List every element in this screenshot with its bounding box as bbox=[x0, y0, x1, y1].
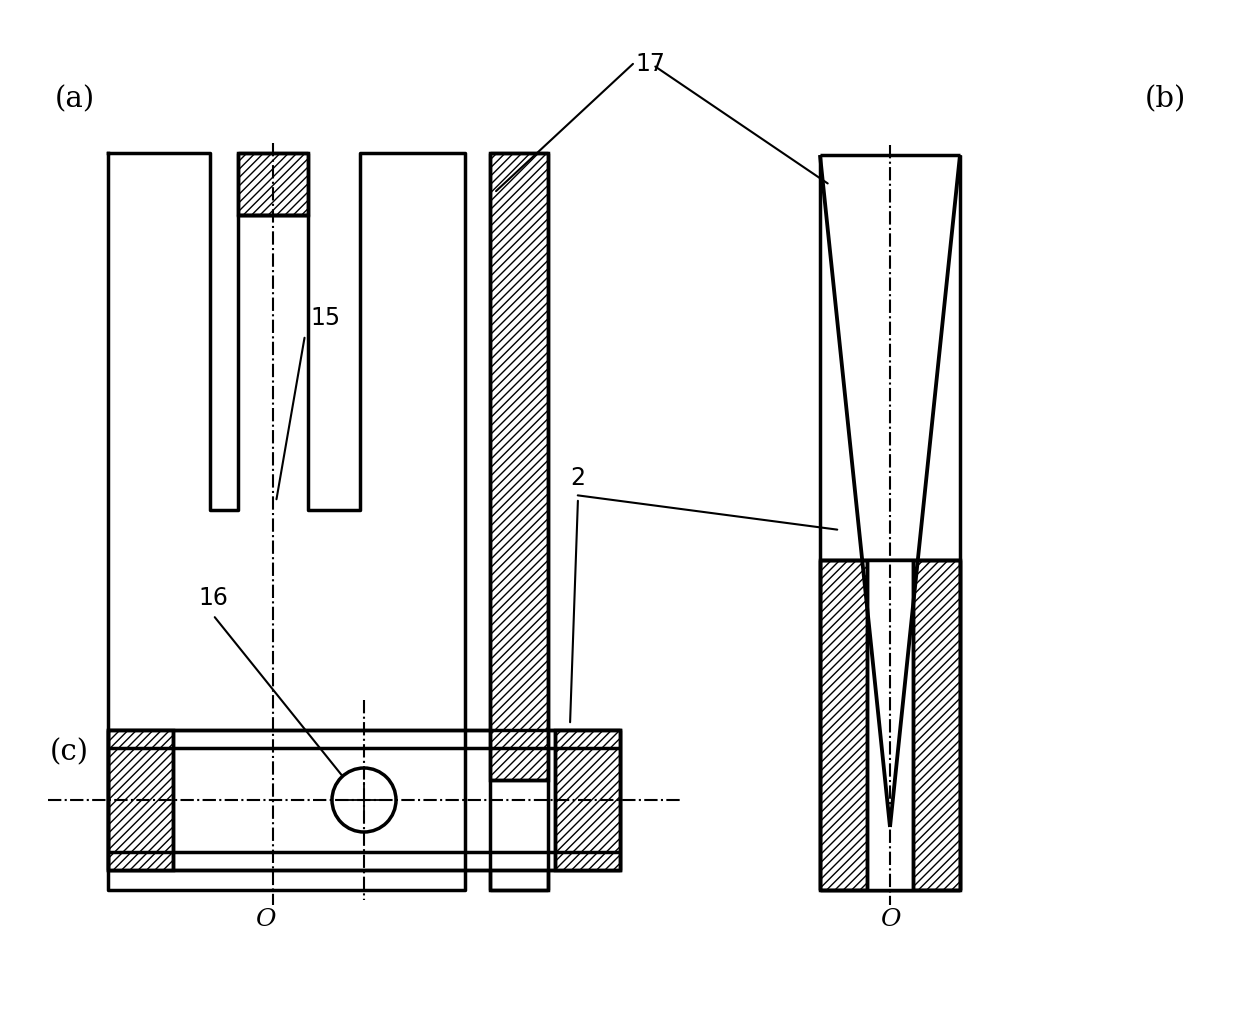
Bar bbox=[556, 730, 620, 870]
Bar bbox=[490, 153, 548, 780]
Bar bbox=[238, 153, 308, 215]
Text: (a): (a) bbox=[55, 85, 95, 113]
Text: 2: 2 bbox=[570, 466, 585, 490]
Text: (c): (c) bbox=[50, 738, 89, 766]
Bar bbox=[490, 780, 548, 890]
Text: O: O bbox=[254, 908, 275, 931]
Bar bbox=[108, 730, 174, 870]
Text: (b): (b) bbox=[1145, 85, 1187, 113]
Bar bbox=[108, 730, 620, 870]
Polygon shape bbox=[820, 155, 960, 890]
Text: 16: 16 bbox=[198, 586, 228, 610]
Polygon shape bbox=[867, 560, 914, 890]
Bar bbox=[820, 560, 960, 890]
Text: O: O bbox=[879, 908, 900, 931]
Polygon shape bbox=[108, 153, 465, 890]
Text: 17: 17 bbox=[635, 52, 665, 76]
Text: 15: 15 bbox=[310, 306, 340, 330]
